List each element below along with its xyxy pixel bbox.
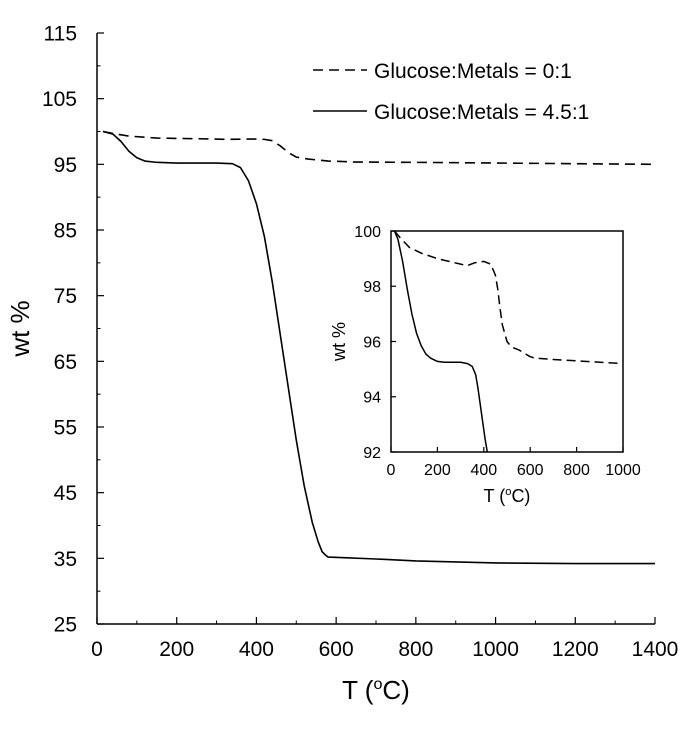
main-y-axis-title: wt % [5,300,35,357]
main-series-1-line [102,130,655,166]
inset-x-axis-title-end: C) [511,486,530,506]
inset-y-tick-label: 100 [354,224,381,241]
inset-x-axis-title-start: T ( [484,486,506,506]
inset-chart: 0 200 400 600 800 1000 92 94 96 98 100 T (oC) wt % [329,224,641,506]
legend-label-2: Glucose:Metals = 4.5:1 [374,101,589,124]
main-x-tick-label: 1400 [632,638,679,661]
main-x-tick-label: 600 [319,638,354,661]
inset-x-tick-label: 200 [424,462,451,479]
main-x-axis-title: T (oC) [342,675,410,705]
main-y-tick-label: 45 [54,482,77,505]
main-y-tick-label: 25 [54,614,77,637]
legend: Glucose:Metals = 0:1 Glucose:Metals = 4.5… [313,60,589,124]
inset-x-tick-label: 800 [563,462,590,479]
main-x-tick-label: 400 [239,638,274,661]
main-x-tick-label: 200 [159,638,194,661]
main-x-axis-title-sup: o [373,675,382,693]
main-y-tick-label: 75 [54,285,77,308]
inset-y-tick-label: 98 [363,279,381,296]
inset-series-2-line [393,231,489,452]
main-x-tick-label: 1000 [472,638,519,661]
inset-y-axis-title: wt % [329,322,349,362]
inset-x-axis-title-sup: o [505,486,511,498]
inset-series-1-line [393,231,623,365]
main-chart: 0 200 400 600 800 1000 1200 1400253545556575859… [5,23,678,705]
inset-y-tick-label: 92 [363,445,381,462]
inset-y-tick-label: 96 [363,334,381,351]
inset-x-tick-label: 0 [387,462,396,479]
main-x-axis-title-start: T ( [342,675,374,705]
main-x-tick-label: 0 [91,638,103,661]
inset-x-tick-label: 600 [517,462,544,479]
inset-y-tick-label: 94 [363,390,381,407]
main-x-tick-label: 1200 [552,638,599,661]
main-y-tick-label: 65 [54,351,77,374]
main-x-axis-title-end: C) [382,675,409,705]
main-y-tick-label: 55 [54,417,77,440]
main-series-2-line [102,130,655,565]
main-y-tick-label: 105 [42,88,77,111]
main-y-tick-label: 95 [54,154,77,177]
legend-label-1: Glucose:Metals = 0:1 [374,60,572,83]
main-y-tick-label: 35 [54,548,77,571]
main-y-tick-label: 85 [54,220,77,243]
inset-x-axis-title: T (oC) [484,486,531,506]
inset-x-tick-label: 400 [470,462,497,479]
main-y-tick-label: 115 [44,23,77,46]
inset-x-tick-label: 1000 [605,462,641,479]
main-x-tick-label: 800 [398,638,433,661]
